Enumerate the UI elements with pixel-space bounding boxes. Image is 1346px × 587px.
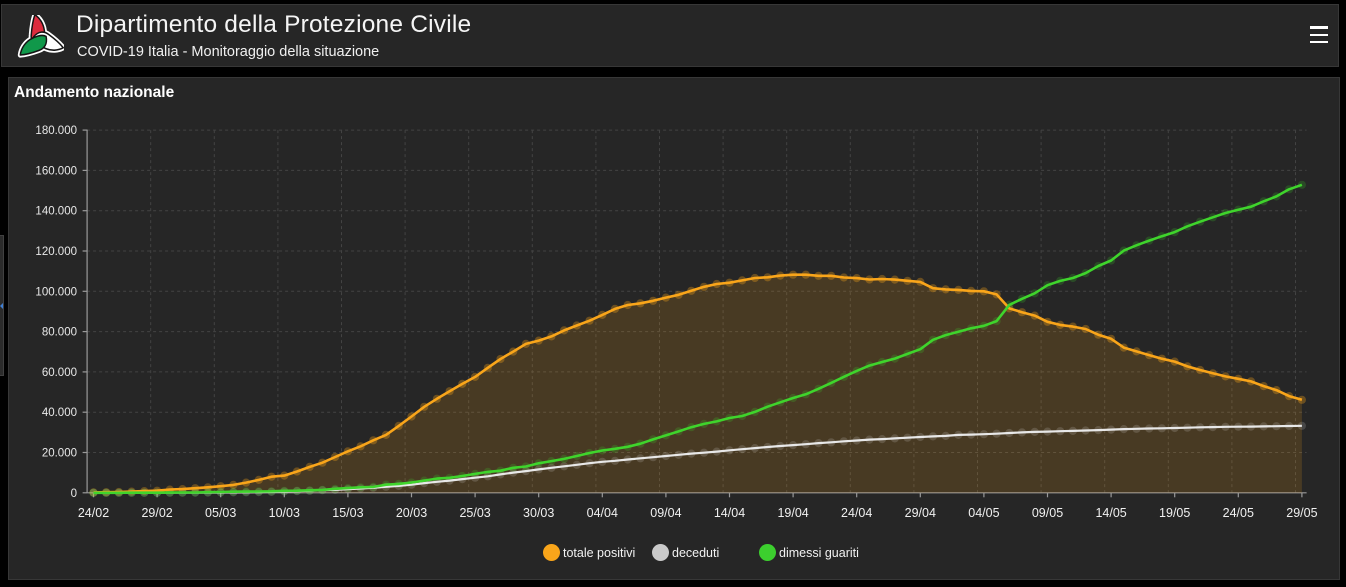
svg-text:19/04: 19/04 bbox=[777, 506, 808, 520]
svg-text:09/04: 09/04 bbox=[650, 506, 681, 520]
svg-text:100.000: 100.000 bbox=[35, 286, 77, 298]
svg-text:0: 0 bbox=[71, 488, 77, 500]
svg-text:29/04: 29/04 bbox=[905, 506, 936, 520]
svg-text:29/05: 29/05 bbox=[1286, 506, 1317, 520]
svg-text:09/05: 09/05 bbox=[1032, 506, 1063, 520]
svg-text:30/03: 30/03 bbox=[523, 506, 554, 520]
svg-text:24/02: 24/02 bbox=[78, 506, 109, 520]
svg-text:25/03: 25/03 bbox=[459, 506, 490, 520]
svg-text:04/04: 04/04 bbox=[587, 506, 618, 520]
svg-text:40.000: 40.000 bbox=[42, 407, 77, 419]
svg-text:15/03: 15/03 bbox=[332, 506, 363, 520]
svg-text:10/03: 10/03 bbox=[269, 506, 300, 520]
svg-text:19/05: 19/05 bbox=[1159, 506, 1190, 520]
svg-text:14/04: 14/04 bbox=[714, 506, 745, 520]
svg-text:180.000: 180.000 bbox=[35, 125, 77, 137]
svg-text:60.000: 60.000 bbox=[42, 367, 77, 379]
svg-text:04/05: 04/05 bbox=[968, 506, 999, 520]
svg-text:20.000: 20.000 bbox=[42, 448, 77, 460]
svg-text:24/05: 24/05 bbox=[1223, 506, 1254, 520]
svg-text:120.000: 120.000 bbox=[35, 246, 77, 258]
svg-text:24/04: 24/04 bbox=[841, 506, 872, 520]
svg-text:20/03: 20/03 bbox=[396, 506, 427, 520]
svg-text:140.000: 140.000 bbox=[35, 206, 77, 218]
svg-text:80.000: 80.000 bbox=[42, 327, 77, 339]
svg-text:14/05: 14/05 bbox=[1095, 506, 1126, 520]
svg-text:160.000: 160.000 bbox=[35, 165, 77, 177]
svg-text:29/02: 29/02 bbox=[141, 506, 172, 520]
svg-text:05/03: 05/03 bbox=[205, 506, 236, 520]
